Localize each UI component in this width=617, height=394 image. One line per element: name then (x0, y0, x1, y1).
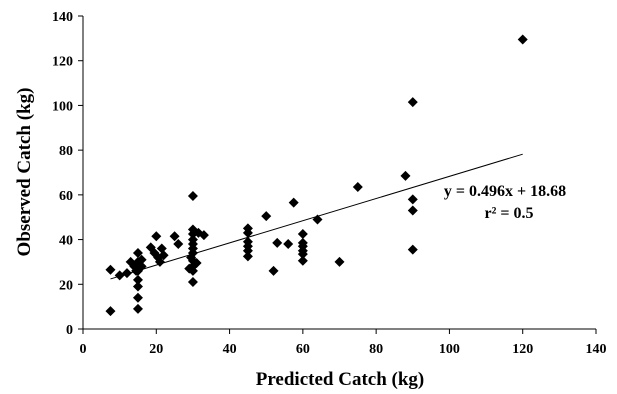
x-tick-label: 60 (296, 342, 310, 357)
y-tick-label: 0 (66, 323, 73, 338)
trendline-equation: y = 0.496x + 18.68 (444, 183, 566, 200)
x-axis-title: Predicted Catch (kg) (256, 369, 425, 390)
data-point (187, 190, 198, 201)
data-point (136, 261, 147, 272)
data-point (297, 255, 308, 266)
data-point (283, 239, 294, 250)
data-point (151, 231, 162, 242)
data-point (297, 249, 308, 260)
y-tick-label: 140 (52, 10, 73, 25)
x-tick-label: 0 (80, 342, 87, 357)
x-tick-label: 140 (586, 342, 607, 357)
data-point (158, 250, 169, 261)
x-tick-label: 40 (223, 342, 237, 357)
data-point (187, 277, 198, 288)
data-point (105, 306, 116, 317)
data-point (242, 227, 253, 238)
data-point (312, 214, 323, 225)
data-point (400, 170, 411, 181)
data-point (242, 245, 253, 256)
data-point (352, 182, 363, 193)
x-tick-label: 20 (149, 342, 163, 357)
data-point (105, 264, 116, 275)
data-point (173, 239, 184, 250)
y-tick-label: 100 (52, 99, 73, 114)
data-point (187, 265, 198, 276)
data-point (288, 197, 299, 208)
data-point (132, 292, 143, 303)
data-point (407, 205, 418, 216)
data-point (154, 256, 165, 267)
data-point (261, 211, 272, 222)
data-point (114, 270, 125, 281)
data-point (169, 231, 180, 242)
y-tick-label: 20 (59, 278, 73, 293)
x-tick-label: 120 (512, 342, 533, 357)
y-tick-label: 80 (59, 144, 73, 159)
r-squared-label: r² = 0.5 (484, 205, 533, 222)
data-point (517, 34, 528, 45)
x-tick-label: 100 (439, 342, 460, 357)
data-point (121, 268, 132, 279)
data-point (297, 228, 308, 239)
data-point (187, 247, 198, 258)
data-point (272, 237, 283, 248)
y-tick-label: 60 (59, 189, 73, 204)
data-point (132, 303, 143, 314)
data-point (407, 244, 418, 255)
y-axis-title: Observed Catch (kg) (14, 88, 35, 257)
data-point (132, 247, 143, 258)
y-axis-ticks: 0 20 40 60 80 100 120 140 (52, 10, 83, 338)
data-points (105, 34, 528, 317)
data-point (191, 258, 202, 269)
y-tick-label: 40 (59, 234, 73, 249)
data-point (268, 265, 279, 276)
x-tick-label: 80 (369, 342, 383, 357)
data-point (407, 194, 418, 205)
data-point (334, 256, 345, 267)
data-point (198, 230, 209, 241)
data-point (407, 97, 418, 108)
data-point (242, 251, 253, 262)
x-axis-ticks: 0 20 40 60 80 100 120 140 (80, 329, 607, 357)
data-point (132, 274, 143, 285)
data-point (132, 281, 143, 292)
data-point (136, 254, 147, 265)
y-tick-label: 120 (52, 55, 73, 70)
